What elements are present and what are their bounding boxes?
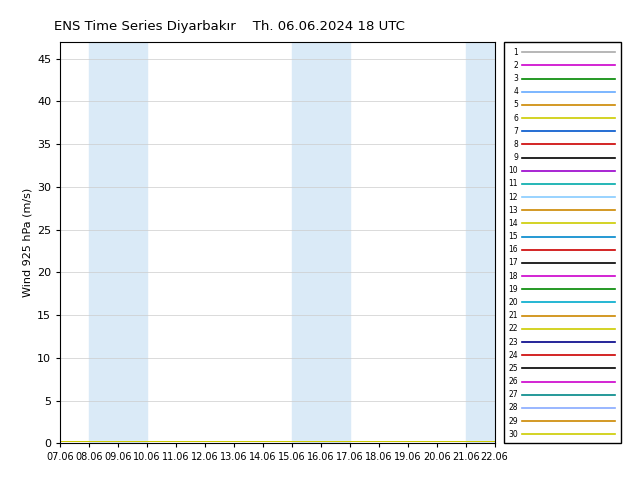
FancyBboxPatch shape xyxy=(504,42,621,443)
Text: 13: 13 xyxy=(508,206,518,215)
Text: 18: 18 xyxy=(508,271,518,281)
Text: 5: 5 xyxy=(514,100,518,109)
Text: 22: 22 xyxy=(508,324,518,333)
Text: 21: 21 xyxy=(508,311,518,320)
Text: 24: 24 xyxy=(508,351,518,360)
Y-axis label: Wind 925 hPa (m/s): Wind 925 hPa (m/s) xyxy=(23,188,33,297)
Text: 17: 17 xyxy=(508,258,518,268)
Text: 9: 9 xyxy=(514,153,518,162)
Text: 7: 7 xyxy=(514,127,518,136)
Text: 27: 27 xyxy=(508,390,518,399)
Text: ENS Time Series Diyarbakır    Th. 06.06.2024 18 UTC: ENS Time Series Diyarbakır Th. 06.06.202… xyxy=(55,20,405,33)
Text: 25: 25 xyxy=(508,364,518,373)
Text: 29: 29 xyxy=(508,416,518,425)
Text: 12: 12 xyxy=(508,193,518,201)
Text: 14: 14 xyxy=(508,219,518,228)
Bar xyxy=(89,42,147,443)
Text: 19: 19 xyxy=(508,285,518,294)
Text: 30: 30 xyxy=(508,430,518,439)
Text: 1: 1 xyxy=(514,48,518,57)
Text: 15: 15 xyxy=(508,232,518,241)
Text: 8: 8 xyxy=(514,140,518,149)
Bar xyxy=(292,42,350,443)
Text: 2: 2 xyxy=(514,61,518,70)
Text: 28: 28 xyxy=(508,403,518,413)
Text: 11: 11 xyxy=(508,179,518,189)
Text: 23: 23 xyxy=(508,338,518,346)
Text: 6: 6 xyxy=(514,114,518,122)
Bar xyxy=(465,42,524,443)
Text: 3: 3 xyxy=(514,74,518,83)
Text: 26: 26 xyxy=(508,377,518,386)
Text: 10: 10 xyxy=(508,166,518,175)
Text: 16: 16 xyxy=(508,245,518,254)
Text: 4: 4 xyxy=(514,87,518,96)
Text: 20: 20 xyxy=(508,298,518,307)
